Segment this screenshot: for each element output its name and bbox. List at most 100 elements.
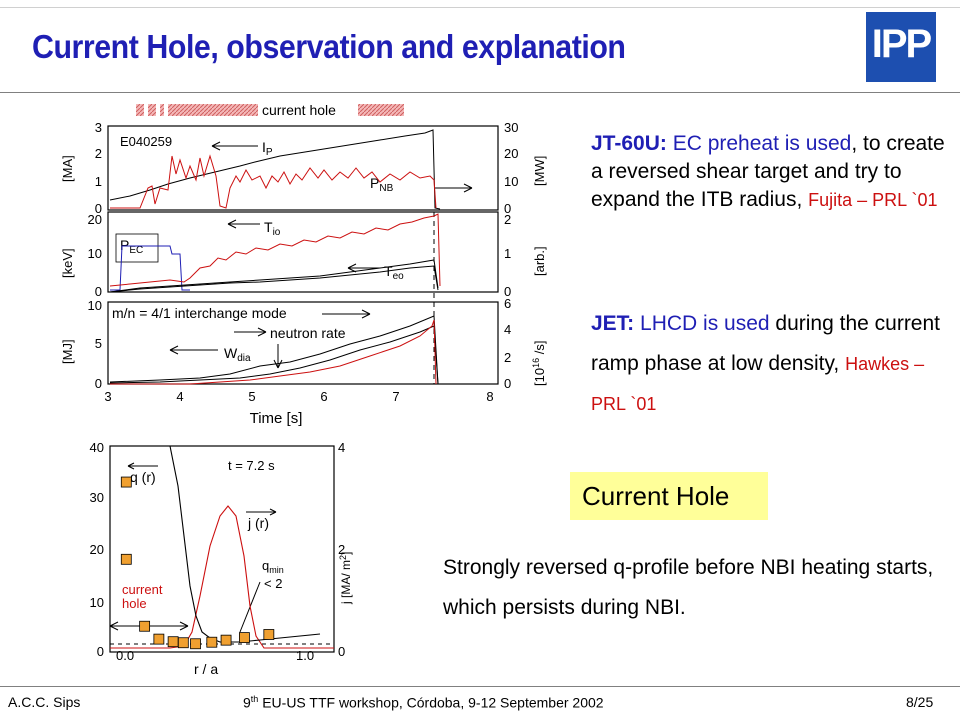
q-data-point: [177, 637, 189, 649]
pnb-arrow: [435, 183, 473, 193]
svg-text:30: 30: [504, 120, 518, 135]
svg-text:1: 1: [95, 174, 102, 189]
pnb-trace: [110, 154, 437, 209]
svg-text:40: 40: [90, 440, 104, 455]
pec-trace: [110, 245, 190, 291]
bullet-jet-text: during the current ramp phase at low den…: [591, 312, 941, 375]
ip-trace: [109, 129, 441, 210]
panel1-ylabel-right: [MW]: [532, 156, 547, 186]
svg-text:10: 10: [90, 595, 104, 610]
svg-text:3: 3: [104, 389, 111, 404]
bullet-jt60u-text: , to create a reversed shear target and …: [591, 132, 945, 211]
svg-text:4: 4: [338, 440, 345, 455]
time-axis-ticks: 3 4 5 6 7 8: [104, 389, 493, 404]
teo-trace-2: [109, 265, 439, 293]
panel3-left-ticks: 0 5 10: [88, 298, 102, 391]
slide-title: Current Hole, observation and explanatio…: [32, 28, 626, 65]
q-data-point: [238, 632, 250, 643]
q-data-point: [120, 553, 132, 565]
q-data-point: [120, 476, 132, 488]
pnb-label: PNB: [370, 175, 394, 194]
mode-label: m/n = 4/1 interchange mode: [112, 305, 287, 321]
svg-text:7: 7: [392, 389, 399, 404]
svg-text:30: 30: [90, 490, 104, 505]
q-data-point: [263, 629, 275, 640]
q-data-point: [153, 633, 165, 645]
banner-label: current hole: [262, 102, 336, 118]
ra-axis-label: r / a: [194, 661, 218, 677]
panel2-frame: [107, 211, 499, 293]
tio-arrow: [227, 219, 260, 229]
panel3-ylabel-right: [1016 /s]: [531, 341, 547, 386]
q-data-point: [190, 638, 201, 650]
panel3-right-ticks: 0 2 4 6: [504, 296, 511, 391]
time-axis-label: Time [s]: [250, 410, 303, 427]
ipp-logo: IPP: [866, 12, 936, 82]
panel2-left-ticks: 0 10 20: [88, 212, 102, 299]
wdia-trace: [109, 315, 439, 385]
svg-text:2: 2: [504, 212, 511, 227]
panel1-right-ticks: 0 10 20 30: [504, 120, 518, 216]
svg-text:20: 20: [504, 146, 518, 161]
j-axis-ticks: 0 2 4: [338, 440, 345, 659]
j-axis-label: j [MA/ m2]: [338, 552, 353, 605]
svg-text:0: 0: [95, 376, 102, 391]
q-axis-ticks: 0 10 20 30 40: [90, 440, 104, 659]
q-profile-curve: [169, 445, 321, 643]
current-hole-label-1: current: [122, 582, 163, 597]
pec-label: PEC: [120, 237, 143, 256]
neutron-arrow: [234, 327, 267, 337]
bullet-jt60u: JT-60U: EC preheat is used, to create a …: [591, 130, 951, 214]
panel2-ylabel-left: [keV]: [60, 248, 75, 278]
svg-text:5: 5: [248, 389, 255, 404]
svg-text:0: 0: [504, 201, 511, 216]
time-traces-figure: current hole 0 1 2 3 0 10 20 30 [MA] [MW…: [60, 102, 547, 427]
svg-text:5: 5: [95, 336, 102, 351]
svg-text:0: 0: [97, 644, 104, 659]
svg-text:2: 2: [338, 542, 345, 557]
wdia-trace-2: [109, 325, 439, 385]
ra-tick-0: 0.0: [116, 648, 134, 663]
q-arrow: [127, 462, 158, 470]
svg-text:4: 4: [176, 389, 183, 404]
svg-text:8: 8: [486, 389, 493, 404]
footer-page: 8/25: [906, 694, 934, 710]
qmin-label: qmin: [262, 558, 284, 575]
svg-text:20: 20: [88, 212, 102, 227]
neutron-label: neutron rate: [270, 325, 346, 341]
panel2-right-ticks: 0 1 2: [504, 212, 511, 299]
svg-text:6: 6: [504, 296, 511, 311]
panel1-frame: [107, 125, 499, 211]
ip-label: IP: [262, 139, 273, 158]
time-stamp: t = 7.2 s: [228, 458, 275, 473]
j-arrow: [246, 508, 277, 516]
svg-text:10: 10: [88, 298, 102, 313]
svg-text:0: 0: [504, 284, 511, 299]
svg-text:20: 20: [90, 542, 104, 557]
panel1-left-ticks: 0 1 2 3: [95, 120, 102, 216]
bullet-jt60u-text-blue: EC preheat is used: [672, 132, 852, 155]
top-rule-light: [0, 7, 960, 8]
svg-text:6: 6: [320, 389, 327, 404]
q-data-point: [220, 634, 232, 646]
svg-text:10: 10: [88, 246, 102, 261]
bullet-jt60u-ref: Fujita – PRL `01: [808, 190, 938, 210]
svg-text:1: 1: [504, 246, 511, 261]
svg-text:0: 0: [95, 284, 102, 299]
q-profile-figure: 0 10 20 30 40 0 2 4 j [MA/ m2] 0.0 1.0 r…: [90, 440, 353, 677]
svg-text:0: 0: [504, 376, 511, 391]
panel3-frame: [107, 301, 499, 385]
description: Strongly reversed q-profile before NBI h…: [443, 556, 934, 619]
svg-text:4: 4: [504, 322, 511, 337]
bullet-jt60u-prefix: JT-60U:: [591, 132, 673, 155]
wdia-arrow: [169, 345, 218, 355]
ra-tick-1: 1.0: [296, 648, 314, 663]
j-label: j (r): [247, 515, 269, 531]
neutron-trace: [110, 319, 437, 385]
teo-trace: [109, 259, 439, 293]
pec-label-box: [115, 233, 159, 263]
profile-frame: [109, 445, 335, 653]
current-hole-box-label: Current Hole: [582, 481, 730, 511]
title-rule: [0, 92, 960, 93]
svg-text:3: 3: [95, 120, 102, 135]
